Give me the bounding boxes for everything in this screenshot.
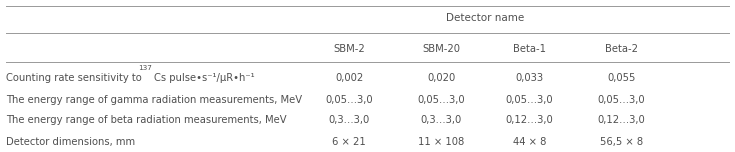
Text: 0,12…3,0: 0,12…3,0 bbox=[506, 115, 553, 125]
Text: Beta-2: Beta-2 bbox=[605, 44, 637, 54]
Text: 56,5 × 8: 56,5 × 8 bbox=[600, 137, 642, 147]
Text: 0,05…3,0: 0,05…3,0 bbox=[598, 95, 645, 105]
Text: 44 × 8: 44 × 8 bbox=[512, 137, 546, 147]
Text: SBM-2: SBM-2 bbox=[333, 44, 365, 54]
Text: 0,055: 0,055 bbox=[607, 73, 635, 83]
Text: 11 × 108: 11 × 108 bbox=[418, 137, 464, 147]
Text: Beta-1: Beta-1 bbox=[513, 44, 545, 54]
Text: 137: 137 bbox=[138, 65, 152, 71]
Text: The energy range of beta radiation measurements, MeV: The energy range of beta radiation measu… bbox=[6, 115, 287, 125]
Text: SBM-20: SBM-20 bbox=[422, 44, 460, 54]
Text: 0,05…3,0: 0,05…3,0 bbox=[506, 95, 553, 105]
Text: Detector dimensions, mm: Detector dimensions, mm bbox=[6, 137, 135, 147]
Text: 0,3…3,0: 0,3…3,0 bbox=[329, 115, 370, 125]
Text: 0,05…3,0: 0,05…3,0 bbox=[417, 95, 465, 105]
Text: 0,020: 0,020 bbox=[427, 73, 455, 83]
Text: 6 × 21: 6 × 21 bbox=[332, 137, 366, 147]
Text: Detector name: Detector name bbox=[446, 13, 524, 23]
Text: Cs pulse•s⁻¹/μR•h⁻¹: Cs pulse•s⁻¹/μR•h⁻¹ bbox=[154, 73, 255, 83]
Text: 0,033: 0,033 bbox=[515, 73, 543, 83]
Text: The energy range of gamma radiation measurements, MeV: The energy range of gamma radiation meas… bbox=[6, 95, 302, 105]
Text: 0,05…3,0: 0,05…3,0 bbox=[326, 95, 373, 105]
Text: 0,3…3,0: 0,3…3,0 bbox=[420, 115, 462, 125]
Text: 0,12…3,0: 0,12…3,0 bbox=[598, 115, 645, 125]
Text: Counting rate sensitivity to: Counting rate sensitivity to bbox=[6, 73, 145, 83]
Text: 0,002: 0,002 bbox=[335, 73, 363, 83]
